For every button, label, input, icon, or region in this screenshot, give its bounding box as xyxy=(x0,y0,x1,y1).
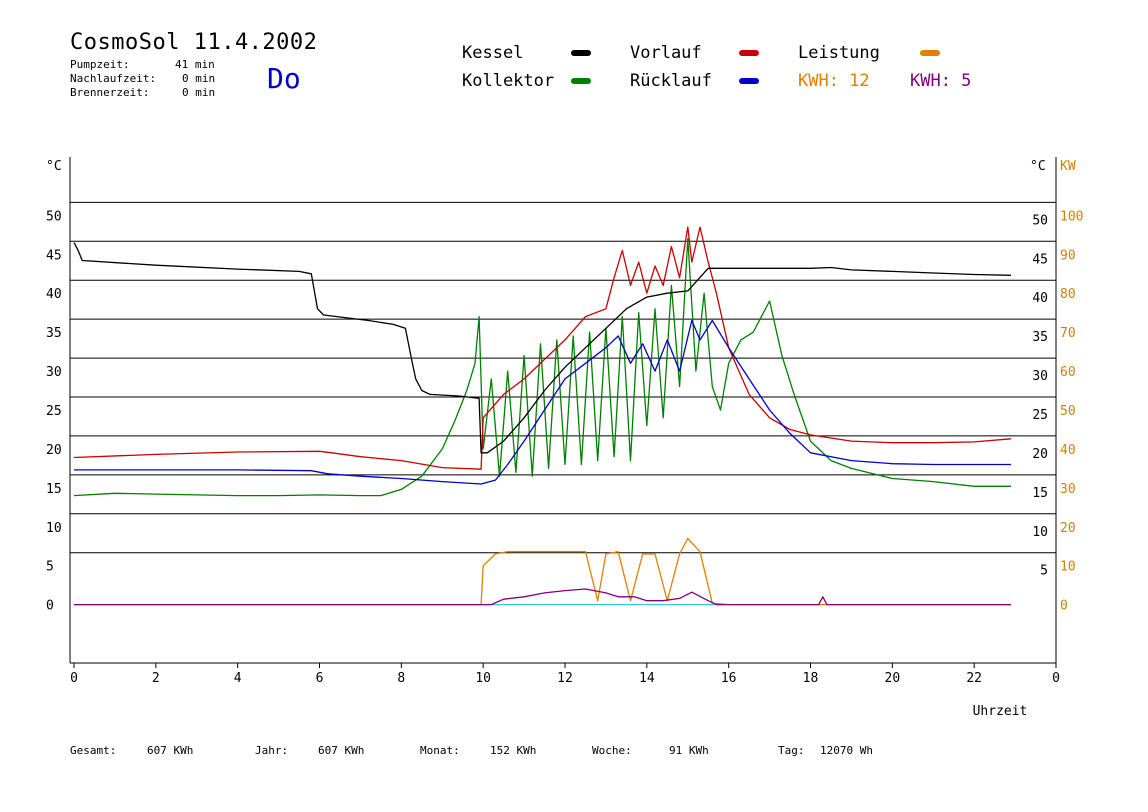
y-tick-right-kw: 70 xyxy=(1060,326,1076,341)
x-tick-label: 0 xyxy=(70,671,78,686)
legend-kessel-label: Kessel xyxy=(462,43,524,63)
legend-leistung-label: Leistung xyxy=(798,43,880,63)
y-tick-right-celsius: 40 xyxy=(1032,291,1048,306)
y-tick-right-celsius: 35 xyxy=(1032,330,1048,345)
footer-label-gesamt: Gesamt: xyxy=(70,744,117,757)
series-line-kessel xyxy=(73,242,1012,454)
legend-ruecklauf-swatch xyxy=(739,78,759,84)
x-tick-label: 18 xyxy=(803,671,819,686)
stat-label-nachlaufzeit: Nachlaufzeit: xyxy=(70,72,157,85)
y-tick-right-kw: 80 xyxy=(1060,287,1076,302)
y-tick-right-kw: 50 xyxy=(1060,404,1076,419)
y-tick-left: 15 xyxy=(46,482,62,497)
x-axis-label: Uhrzeit xyxy=(973,704,1028,719)
y-axis-label-right-celsius: °C xyxy=(1030,159,1046,174)
footer-value-gesamt: 607 KWh xyxy=(147,744,194,757)
y-tick-right-kw: 30 xyxy=(1060,482,1076,497)
y-tick-left: 10 xyxy=(46,521,62,536)
y-tick-right-kw: 20 xyxy=(1060,521,1076,536)
series-line-kwh-5 xyxy=(74,588,1011,606)
day-label: Do xyxy=(267,62,301,95)
legend-kollektor-label: Kollektor xyxy=(462,71,555,91)
legend-vorlauf-label: Vorlauf xyxy=(630,43,702,63)
stat-label-brennerzeit: Brennerzeit: xyxy=(70,86,150,99)
y-tick-left: 45 xyxy=(46,248,62,263)
y-tick-left: 35 xyxy=(46,326,62,341)
x-tick-label: 14 xyxy=(639,671,655,686)
x-tick-label: 6 xyxy=(316,671,324,686)
footer-label-monat: Monat: xyxy=(420,744,460,757)
y-tick-left: 30 xyxy=(46,365,62,380)
x-tick-label: 20 xyxy=(885,671,901,686)
y-tick-right-kw: 90 xyxy=(1060,248,1076,263)
legend-ruecklauf-label: Rücklauf xyxy=(630,71,712,91)
legend-kessel-swatch xyxy=(571,50,591,56)
footer-value-tag: 12070 Wh xyxy=(820,744,873,757)
stat-label-pumpzeit: Pumpzeit: xyxy=(70,58,130,71)
x-tick-label: 8 xyxy=(397,671,405,686)
y-tick-left: 25 xyxy=(46,404,62,419)
stat-value-nachlaufzeit: 0 min xyxy=(182,72,216,85)
series-line-kollektor xyxy=(73,238,1011,497)
y-tick-right-kw: 0 xyxy=(1060,599,1068,614)
series-line-vorlauf xyxy=(73,226,1012,470)
y-tick-right-celsius: 10 xyxy=(1032,525,1048,540)
x-tick-label: 4 xyxy=(234,671,242,686)
y-axis-label-right-kw: KW xyxy=(1060,159,1076,174)
x-tick-label: 10 xyxy=(475,671,491,686)
footer-label-woche: Woche: xyxy=(592,744,632,757)
y-tick-right-kw: 60 xyxy=(1060,365,1076,380)
legend-kollektor-swatch xyxy=(571,78,591,84)
x-tick-label: 22 xyxy=(966,671,982,686)
y-tick-left: 40 xyxy=(46,287,62,302)
series-line-r-cklauf xyxy=(74,319,1011,485)
x-tick-label: 16 xyxy=(721,671,737,686)
legend-leistung-swatch xyxy=(920,50,940,56)
y-tick-left: 5 xyxy=(46,560,54,575)
x-tick-label: 2 xyxy=(152,671,160,686)
legend-vorlauf-swatch xyxy=(739,50,759,56)
footer-value-monat: 152 KWh xyxy=(490,744,537,757)
y-tick-left: 0 xyxy=(46,599,54,614)
footer-label-tag: Tag: xyxy=(778,744,805,757)
footer-label-jahr: Jahr: xyxy=(255,744,289,757)
y-axis-label-left: °C xyxy=(46,159,62,174)
y-tick-right-celsius: 50 xyxy=(1032,213,1048,228)
footer-value-woche: 91 KWh xyxy=(669,744,709,757)
legend-kwh-total: KWH: 12 xyxy=(798,71,870,91)
y-tick-right-celsius: 20 xyxy=(1032,447,1048,462)
y-tick-right-celsius: 30 xyxy=(1032,369,1048,384)
y-tick-right-celsius: 15 xyxy=(1032,486,1048,501)
y-tick-left: 50 xyxy=(46,209,62,224)
series-line-leistung xyxy=(74,537,1011,606)
y-tick-right-celsius: 45 xyxy=(1032,252,1048,267)
y-tick-right-kw: 40 xyxy=(1060,443,1076,458)
y-tick-right-celsius: 5 xyxy=(1040,564,1048,579)
stat-value-pumpzeit: 41 min xyxy=(175,58,215,71)
legend-kwh-secondary: KWH: 5 xyxy=(910,71,972,91)
x-tick-label: 12 xyxy=(557,671,573,686)
y-tick-left: 20 xyxy=(46,443,62,458)
y-tick-right-celsius: 25 xyxy=(1032,408,1048,423)
y-tick-right-kw: 10 xyxy=(1060,560,1076,575)
footer-value-jahr: 607 KWh xyxy=(318,744,365,757)
page-title: CosmoSol 11.4.2002 xyxy=(70,30,318,55)
x-tick-label: 0 xyxy=(1052,671,1060,686)
stat-value-brennerzeit: 0 min xyxy=(182,86,216,99)
y-tick-right-kw: 100 xyxy=(1060,209,1083,224)
